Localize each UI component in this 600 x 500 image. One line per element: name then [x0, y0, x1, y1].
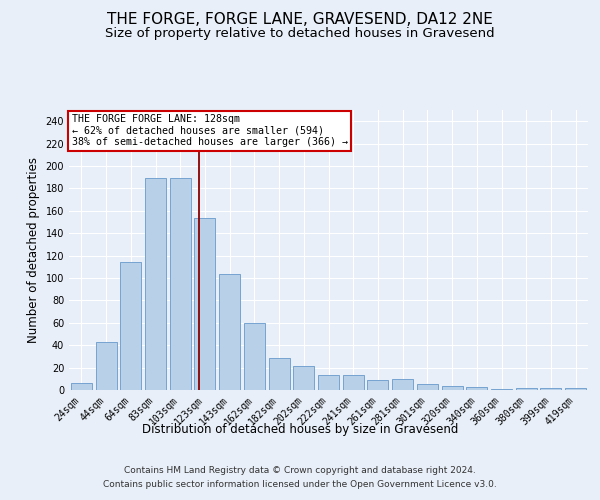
Bar	[95, 342, 116, 390]
Bar	[516, 388, 537, 390]
Text: THE FORGE, FORGE LANE, GRAVESEND, DA12 2NE: THE FORGE, FORGE LANE, GRAVESEND, DA12 2…	[107, 12, 493, 28]
Bar	[318, 376, 339, 390]
Text: Distribution of detached houses by size in Gravesend: Distribution of detached houses by size …	[142, 422, 458, 436]
Text: Size of property relative to detached houses in Gravesend: Size of property relative to detached ho…	[105, 28, 495, 40]
Text: Contains HM Land Registry data © Crown copyright and database right 2024.: Contains HM Land Registry data © Crown c…	[124, 466, 476, 475]
Bar	[392, 379, 413, 390]
Bar	[170, 178, 191, 390]
Bar	[466, 386, 487, 390]
Bar	[120, 262, 141, 390]
Bar	[343, 376, 364, 390]
Bar	[244, 323, 265, 390]
Bar	[269, 358, 290, 390]
Text: Contains public sector information licensed under the Open Government Licence v3: Contains public sector information licen…	[103, 480, 497, 489]
Bar	[293, 366, 314, 390]
Bar	[219, 274, 240, 390]
Text: THE FORGE FORGE LANE: 128sqm
← 62% of detached houses are smaller (594)
38% of s: THE FORGE FORGE LANE: 128sqm ← 62% of de…	[71, 114, 347, 148]
Bar	[194, 218, 215, 390]
Bar	[541, 388, 562, 390]
Y-axis label: Number of detached properties: Number of detached properties	[27, 157, 40, 343]
Bar	[367, 380, 388, 390]
Bar	[565, 388, 586, 390]
Bar	[145, 178, 166, 390]
Bar	[442, 386, 463, 390]
Bar	[491, 389, 512, 390]
Bar	[71, 384, 92, 390]
Bar	[417, 384, 438, 390]
